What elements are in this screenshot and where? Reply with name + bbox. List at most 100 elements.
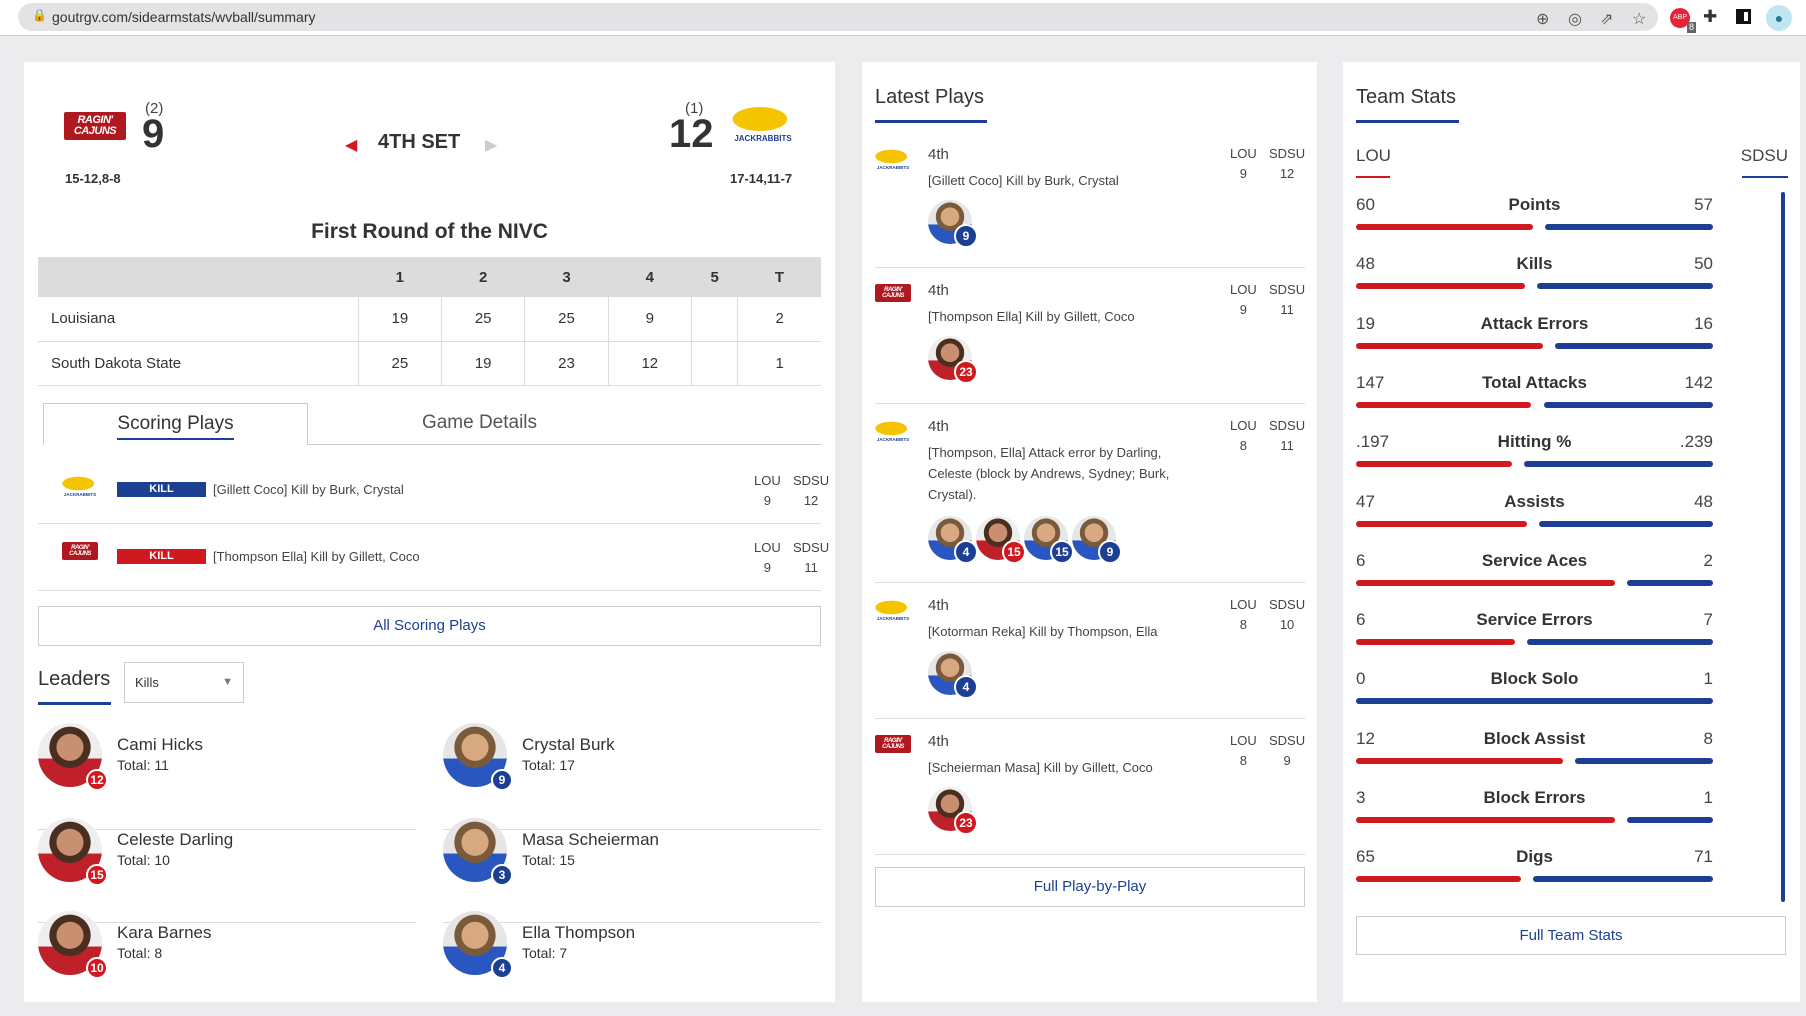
sdsu-stat-bar [1523,461,1713,468]
url-text[interactable]: goutrgv.com/sidearmstats/wvball/summary [52,9,316,25]
player-headshot[interactable]: 9 [1072,516,1122,564]
away-score: 12 [669,112,714,156]
team-stats-panel: Team Stats LOU SDSU Points 60 57 Kills 4… [1343,62,1800,1002]
leaders-stat-select[interactable]: Kills ▼ [124,662,244,703]
player-headshot: 12 [38,723,108,791]
player-headshot[interactable]: 15 [976,516,1026,564]
lou-score: LOU 9 [754,471,781,511]
next-set-arrow-icon[interactable]: ▶ [485,137,498,154]
stat-row: Service Errors 6 7 [1356,610,1713,669]
sdsu-label: SDSU [793,473,830,488]
players-involved: 23 [928,336,1128,384]
lou-stat-value: 6 [1356,550,1366,570]
full-team-stats-button[interactable]: Full Team Stats [1356,916,1786,955]
leader-item[interactable]: 4 Ella Thompson Total: 7 [443,911,821,1016]
sdsu-logo: JACKRABBITS [875,148,911,177]
leader-item[interactable]: 9 Crystal Burk Total: 17 [443,723,821,830]
stat-row: Service Aces 6 2 [1356,551,1713,610]
title-underline [875,120,987,123]
sdsu-score-value: 12 [1279,166,1295,181]
linescore-header: 4 [608,257,692,297]
lou-stat-bar [1356,401,1532,408]
leader-name: Kara Barnes [117,923,212,942]
linescore-header: 2 [441,257,525,297]
jersey-number-badge: 3 [491,864,513,886]
address-bar[interactable]: 🔒 goutrgv.com/sidearmstats/wvball/summar… [18,3,1658,31]
sidebar-icon[interactable] [1736,9,1751,24]
play-description: [Thompson, Ella] Attack error by Darling… [928,445,1170,502]
stat-row: Total Attacks 147 142 [1356,373,1713,432]
leader-item[interactable]: 3 Masa Scheierman Total: 15 [443,818,821,923]
stat-label: Attack Errors [1480,313,1589,333]
latest-play-item: JACKRABBITS 4th [Gillett Coco] Kill by B… [875,132,1305,268]
leader-total: Total: 10 [117,852,170,868]
adblock-icon[interactable]: ABP 8 [1670,8,1696,33]
sdsu-underline [1742,176,1788,178]
sdsu-score: SDSU 12 [793,471,829,511]
lou-stat-value: 147 [1356,372,1385,392]
jersey-number-badge: 15 [1002,540,1026,564]
sdsu-stat-bar [1575,757,1713,764]
linescore-header: T [737,257,821,297]
lou-label: LOU [1230,282,1257,297]
tab-scoring-plays[interactable]: Scoring Plays [43,403,308,445]
tab-label: Scoring Plays [117,413,234,440]
linescore-header: 5 [691,257,738,297]
stat-row: Kills 48 50 [1356,254,1713,313]
star-icon[interactable]: ☆ [1632,11,1647,28]
player-headshot[interactable]: 23 [928,787,978,835]
lou-stat-bar [1356,639,1516,646]
home-set-scores: 15-12,8-8 [65,171,121,186]
play-description: [Thompson Ella] Kill by Gillett, Coco [928,309,1135,324]
leader-item[interactable]: 12 Cami Hicks Total: 11 [38,723,416,830]
sdsu-label: SDSU [1740,146,1788,165]
sdsu-score-value: 11 [804,560,818,575]
lock-icon: 🔒 [32,8,47,22]
jersey-number-badge: 4 [954,540,978,564]
linescore-header [38,257,359,297]
lou-score-value: 9 [763,493,771,508]
sdsu-stat-bar [1544,224,1713,230]
lou-stat-bar [1356,757,1563,764]
stat-row: Hitting % .197 .239 [1356,432,1713,491]
lou-stat-bar [1356,817,1615,823]
player-headshot[interactable]: 23 [928,336,978,384]
stat-row: Assists 47 48 [1356,492,1713,551]
leader-item[interactable]: 10 Kara Barnes Total: 8 [38,911,416,1016]
leader-total: Total: 11 [117,757,169,773]
jersey-number-badge: 15 [1050,540,1074,564]
all-scoring-plays-button[interactable]: All Scoring Plays [38,606,821,646]
share-icon[interactable]: ⇗ [1600,11,1614,28]
sdsu-stat-bar [1538,520,1713,527]
sdsu-label: SDSU [793,540,830,555]
player-headshot: 15 [38,818,108,886]
louisiana-logo: RAGIN' CAJUNS [875,735,911,753]
sdsu-stat-bar [1626,817,1713,823]
scrollbar[interactable] [1781,192,1785,902]
eye-off-icon[interactable]: ◎ [1568,11,1582,28]
linescore-row: South Dakota State 25 19 23 12 1 [38,341,821,386]
latest-plays-title: Latest Plays [875,86,984,108]
lou-stat-value: 3 [1356,788,1366,807]
player-headshot[interactable]: 9 [928,200,978,248]
leader-item[interactable]: 15 Celeste Darling Total: 10 [38,818,416,923]
zoom-icon[interactable]: ⊕ [1536,11,1550,28]
player-headshot[interactable]: 4 [928,651,978,699]
team-name: South Dakota State [38,341,359,386]
prev-set-arrow-icon[interactable]: ◀ [345,137,358,154]
lou-stat-value: 60 [1356,195,1375,214]
home-score: 9 [142,112,165,156]
lou-stat-bar [1356,283,1525,290]
tab-game-details[interactable]: Game Details [308,403,821,445]
latest-play-item: RAGIN' CAJUNS 4th [Thompson Ella] Kill by… [875,268,1305,404]
player-headshot[interactable]: 4 [928,516,978,564]
lou-score-value: 8 [1239,617,1247,632]
sdsu-stat-value: 16 [1694,313,1713,333]
player-headshot[interactable]: 15 [1024,516,1074,564]
set-score [690,341,738,386]
sdsu-label: SDSU [1269,418,1306,433]
full-play-by-play-button[interactable]: Full Play-by-Play [875,867,1305,907]
profile-avatar-icon[interactable]: ● [1766,5,1792,31]
extensions-icon[interactable]: ✚ [1703,7,1718,26]
sdsu-label: SDSU [1269,597,1306,612]
